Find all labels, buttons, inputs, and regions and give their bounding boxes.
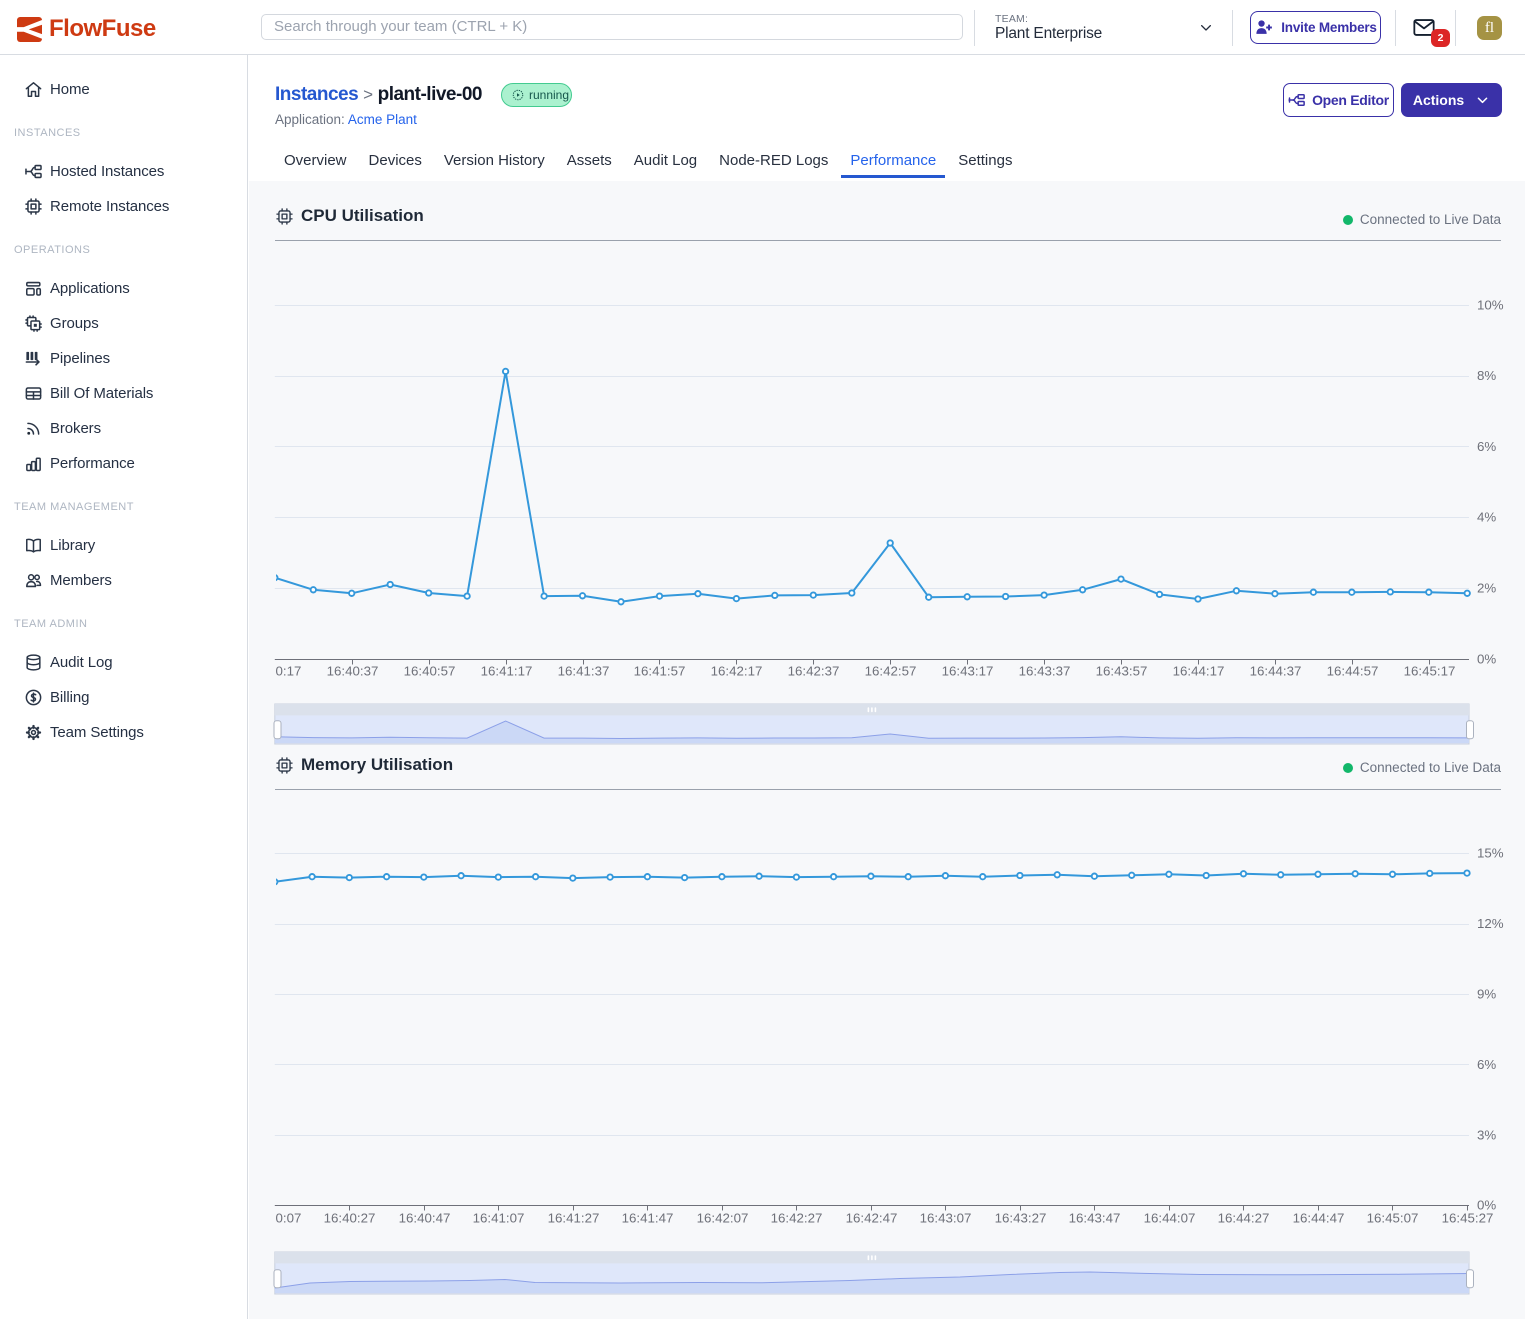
svg-text:4%: 4% xyxy=(1477,510,1496,525)
svg-text:16:42:47: 16:42:47 xyxy=(846,1211,898,1226)
svg-text:16:41:17: 16:41:17 xyxy=(481,664,533,679)
svg-text:16:42:17: 16:42:17 xyxy=(711,664,763,679)
svg-text:16:43:37: 16:43:37 xyxy=(1019,664,1071,679)
svg-text:16:40:07: 16:40:07 xyxy=(250,1211,302,1226)
svg-text:16:45:07: 16:45:07 xyxy=(1367,1211,1419,1226)
svg-text:16:43:27: 16:43:27 xyxy=(995,1211,1047,1226)
svg-text:16:41:37: 16:41:37 xyxy=(558,664,610,679)
svg-text:16:44:47: 16:44:47 xyxy=(1293,1211,1345,1226)
svg-text:16:40:37: 16:40:37 xyxy=(327,664,379,679)
svg-text:16:40:27: 16:40:27 xyxy=(324,1211,376,1226)
svg-text:6%: 6% xyxy=(1477,1057,1496,1072)
svg-text:16:40:57: 16:40:57 xyxy=(404,664,456,679)
svg-text:16:43:17: 16:43:17 xyxy=(942,664,994,679)
svg-text:15%: 15% xyxy=(1477,846,1504,861)
svg-text:16:44:27: 16:44:27 xyxy=(1218,1211,1270,1226)
svg-text:9%: 9% xyxy=(1477,987,1496,1002)
svg-text:16:43:47: 16:43:47 xyxy=(1069,1211,1121,1226)
svg-text:16:42:57: 16:42:57 xyxy=(865,664,917,679)
svg-text:16:41:07: 16:41:07 xyxy=(473,1211,525,1226)
svg-text:16:42:27: 16:42:27 xyxy=(771,1211,823,1226)
svg-text:0%: 0% xyxy=(1477,651,1496,666)
svg-text:16:42:07: 16:42:07 xyxy=(697,1211,749,1226)
svg-text:16:40:47: 16:40:47 xyxy=(399,1211,451,1226)
svg-text:16:43:57: 16:43:57 xyxy=(1096,664,1148,679)
svg-text:16:40:17: 16:40:17 xyxy=(250,664,302,679)
svg-text:10%: 10% xyxy=(1477,297,1504,312)
svg-text:0%: 0% xyxy=(1477,1198,1496,1213)
svg-text:16:44:57: 16:44:57 xyxy=(1327,664,1379,679)
svg-text:16:41:27: 16:41:27 xyxy=(548,1211,600,1226)
svg-text:3%: 3% xyxy=(1477,1127,1496,1142)
svg-text:12%: 12% xyxy=(1477,916,1504,931)
svg-text:16:45:17: 16:45:17 xyxy=(1404,664,1456,679)
svg-text:2%: 2% xyxy=(1477,581,1496,596)
svg-text:6%: 6% xyxy=(1477,439,1496,454)
svg-text:16:44:17: 16:44:17 xyxy=(1173,664,1225,679)
svg-text:16:43:07: 16:43:07 xyxy=(920,1211,972,1226)
svg-text:16:41:57: 16:41:57 xyxy=(634,664,686,679)
svg-text:16:44:07: 16:44:07 xyxy=(1144,1211,1196,1226)
svg-text:8%: 8% xyxy=(1477,368,1496,383)
svg-text:16:42:37: 16:42:37 xyxy=(788,664,840,679)
svg-text:16:44:37: 16:44:37 xyxy=(1250,664,1302,679)
svg-text:16:45:27: 16:45:27 xyxy=(1442,1211,1494,1226)
svg-text:16:41:47: 16:41:47 xyxy=(622,1211,674,1226)
